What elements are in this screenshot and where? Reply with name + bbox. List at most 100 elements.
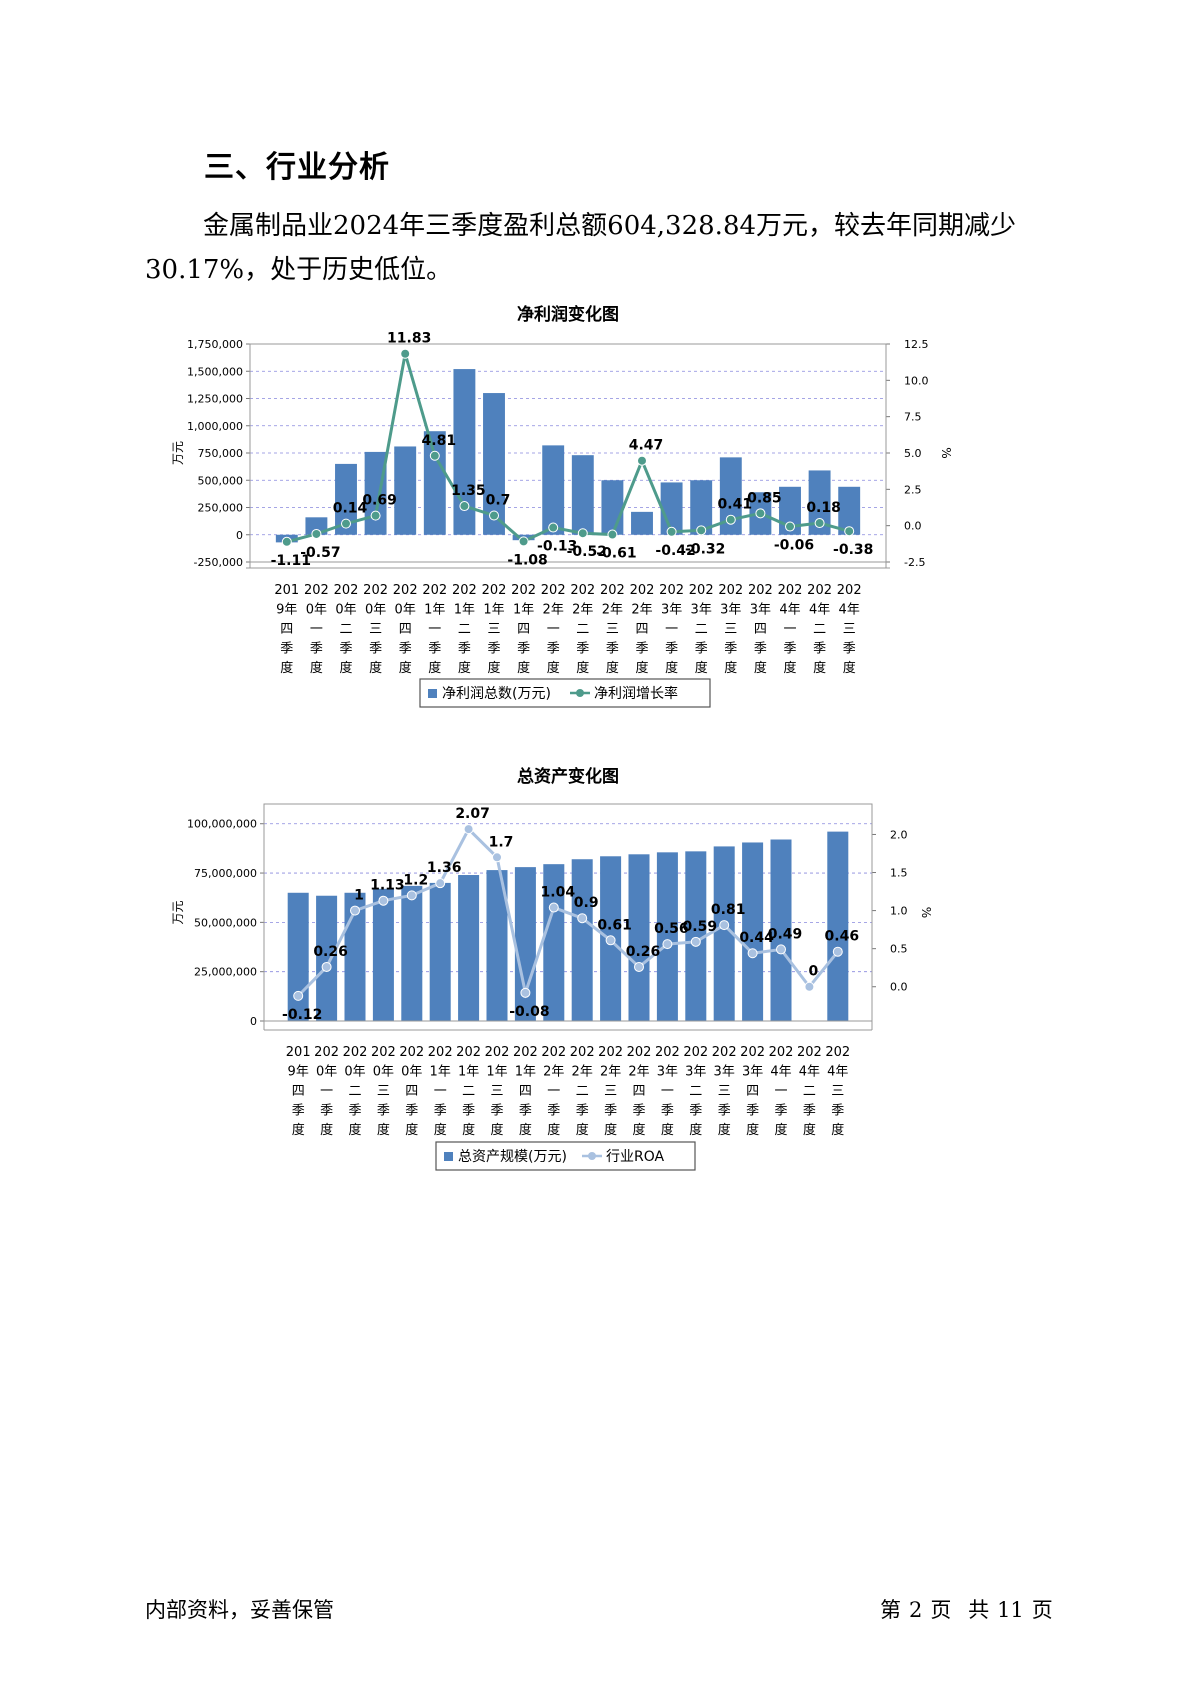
legend-label-bar: 净利润总数(万元) — [442, 686, 551, 702]
x-tick-label: 二 — [576, 622, 589, 637]
x-tick-label: 202 — [740, 1045, 765, 1060]
line-point — [311, 528, 322, 539]
x-tick-label: 4年 — [779, 603, 800, 618]
x-tick-label: 202 — [541, 583, 566, 598]
x-tick-label: 3年 — [661, 603, 682, 618]
x-tick-label: 季 — [632, 1104, 645, 1119]
bar — [690, 480, 713, 535]
net-profit-chart: 净利润变化图 -250,000 0 250,000 500,000 750,000 1,00… — [160, 298, 1040, 718]
x-tick-label: 季 — [803, 1104, 816, 1119]
x-tick-label: 二 — [695, 622, 708, 637]
legend-label-line: 行业ROA — [606, 1149, 665, 1165]
x-tick-label: 四 — [635, 622, 648, 637]
plot-frame — [263, 803, 873, 1022]
x-tick-label: 3年 — [750, 603, 771, 618]
x-tick-label: 202 — [570, 583, 595, 598]
line-point — [459, 501, 470, 512]
bar — [514, 867, 536, 1021]
x-tick-label: 202 — [334, 583, 359, 598]
x-tick-label: 季 — [517, 642, 530, 657]
bar — [287, 892, 309, 1021]
bar — [713, 846, 735, 1021]
x-tick-label: 202 — [452, 583, 477, 598]
line-point — [844, 526, 855, 537]
line-point — [747, 948, 758, 959]
line-point — [832, 946, 843, 957]
chart-svg: 总资产变化图025,000,00050,000,00075,000,000100… — [171, 766, 933, 1171]
data-label: -0.61 — [596, 546, 636, 562]
data-label: 0.49 — [768, 926, 803, 942]
y2-tick-label: 0.0 — [890, 981, 908, 994]
x-tick-label: 二 — [813, 622, 826, 637]
bar — [305, 517, 328, 535]
data-label: -0.06 — [774, 538, 814, 554]
x-tick-label: 202 — [600, 583, 625, 598]
x-tick-label: 度 — [695, 660, 708, 676]
legend-box — [419, 678, 711, 708]
x-tick-label: 度 — [783, 660, 796, 676]
bar — [542, 445, 565, 535]
data-label: -0.57 — [300, 545, 340, 561]
y-tick-label: -250,000 — [194, 556, 243, 569]
bar — [571, 859, 593, 1021]
y2-tick-label: 1.0 — [890, 905, 908, 918]
y-tick-label: 25,000,000 — [194, 966, 257, 979]
x-tick-label: 202 — [511, 583, 536, 598]
x-tick-label: 季 — [665, 642, 678, 657]
x-tick-label: 季 — [487, 642, 500, 657]
x-tick-label: 0年 — [373, 1065, 394, 1080]
x-tick-label: 二 — [339, 622, 352, 637]
legend-swatch-point — [588, 1152, 596, 1160]
x-tick-label: 度 — [310, 660, 323, 676]
x-tick-label: 度 — [718, 1122, 731, 1138]
data-label: -0.32 — [685, 541, 725, 557]
x-tick-label: 季 — [428, 642, 441, 657]
x-tick-label: 3年 — [742, 1065, 763, 1080]
x-tick-label: 一 — [661, 1084, 674, 1099]
y-tick-label: 250,000 — [198, 502, 244, 515]
x-tick-label: 202 — [712, 1045, 737, 1060]
bar — [808, 470, 831, 535]
total-pages: 11 — [997, 1598, 1024, 1622]
x-tick-label: 3年 — [685, 1065, 706, 1080]
x-tick-label: 季 — [377, 1104, 390, 1119]
x-tick-label: 度 — [462, 1122, 475, 1138]
x-tick-label: 季 — [519, 1104, 532, 1119]
y-tick-label: 500,000 — [198, 474, 244, 487]
line-point — [350, 905, 360, 916]
x-tick-label: 0年 — [365, 603, 386, 618]
bar — [631, 511, 653, 535]
x-tick-label: 三 — [377, 1084, 390, 1099]
x-tick-label: 202 — [314, 1045, 339, 1060]
x-tick-label: 4年 — [799, 1065, 820, 1080]
x-tick-label: 度 — [843, 660, 856, 676]
line-series — [286, 353, 850, 544]
data-label: 0.59 — [683, 919, 718, 935]
paragraph-line-1: 金属制品业2024年三季度盈利总额604,328.84万元，较去年同期减少 — [203, 211, 1017, 241]
y-tick-label: 0 — [236, 529, 243, 542]
data-label: 2.07 — [455, 806, 490, 822]
x-tick-label: 4年 — [809, 603, 830, 618]
line-point — [607, 529, 618, 540]
x-tick-label: 3年 — [720, 603, 741, 618]
y-tick-label: 100,000,000 — [187, 818, 257, 831]
bar — [838, 486, 861, 535]
x-tick-label: 202 — [748, 583, 773, 598]
data-label: 0.56 — [654, 921, 689, 937]
y2-tick-label: 2.0 — [890, 828, 908, 841]
bar — [719, 457, 742, 535]
x-tick-label: 9年 — [288, 1065, 309, 1080]
x-tick-label: 4年 — [839, 603, 860, 618]
y-tick-label: 0 — [250, 1015, 257, 1028]
x-tick-label: 季 — [348, 1104, 361, 1119]
line-point — [548, 522, 559, 533]
data-label: 1.13 — [370, 878, 405, 894]
bar — [483, 393, 505, 535]
x-tick-label: 202 — [689, 583, 714, 598]
line-point — [429, 450, 440, 461]
y-tick-label: 50,000,000 — [194, 916, 257, 929]
x-tick-label: 度 — [405, 1122, 418, 1138]
line-point — [662, 939, 673, 950]
x-tick-label: 三 — [831, 1084, 844, 1099]
chart-title: 净利润变化图 — [517, 304, 619, 325]
